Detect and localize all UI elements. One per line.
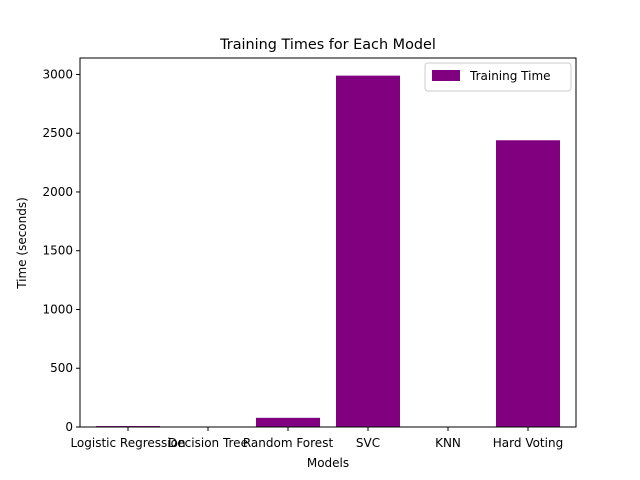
bar [256,417,320,427]
bar [336,75,400,428]
y-tick-label: 1000 [42,302,73,316]
bar [496,140,560,427]
legend-frame [424,62,572,92]
legend-label: Training Time [469,69,551,83]
x-tick-label: Decision Tree [168,436,248,450]
y-tick-label: 3000 [42,67,73,81]
y-axis-label: Time (seconds) [15,197,29,290]
y-tick-label: 0 [65,420,73,434]
x-tick-label: Hard Voting [493,436,563,450]
x-tick-label: Logistic Regression [70,436,185,450]
x-axis-label: Models [307,456,349,470]
y-tick-label: 2000 [42,185,73,199]
y-tick-label: 1500 [42,244,73,258]
x-tick-label: SVC [356,436,380,450]
legend-swatch [432,70,460,81]
y-tick-label: 500 [50,361,73,375]
axes-frame [79,57,577,428]
plot-area: 0 500 1000 1500 2000 2500 3000 Logistic Regress… [42,57,577,450]
x-tick-label: KNN [435,436,461,450]
legend: Training Time [424,62,572,92]
y-tick-label: 2500 [42,126,73,140]
chart-title: Training Times for Each Model [219,37,436,53]
x-tick-label: Random Forest [243,436,334,450]
